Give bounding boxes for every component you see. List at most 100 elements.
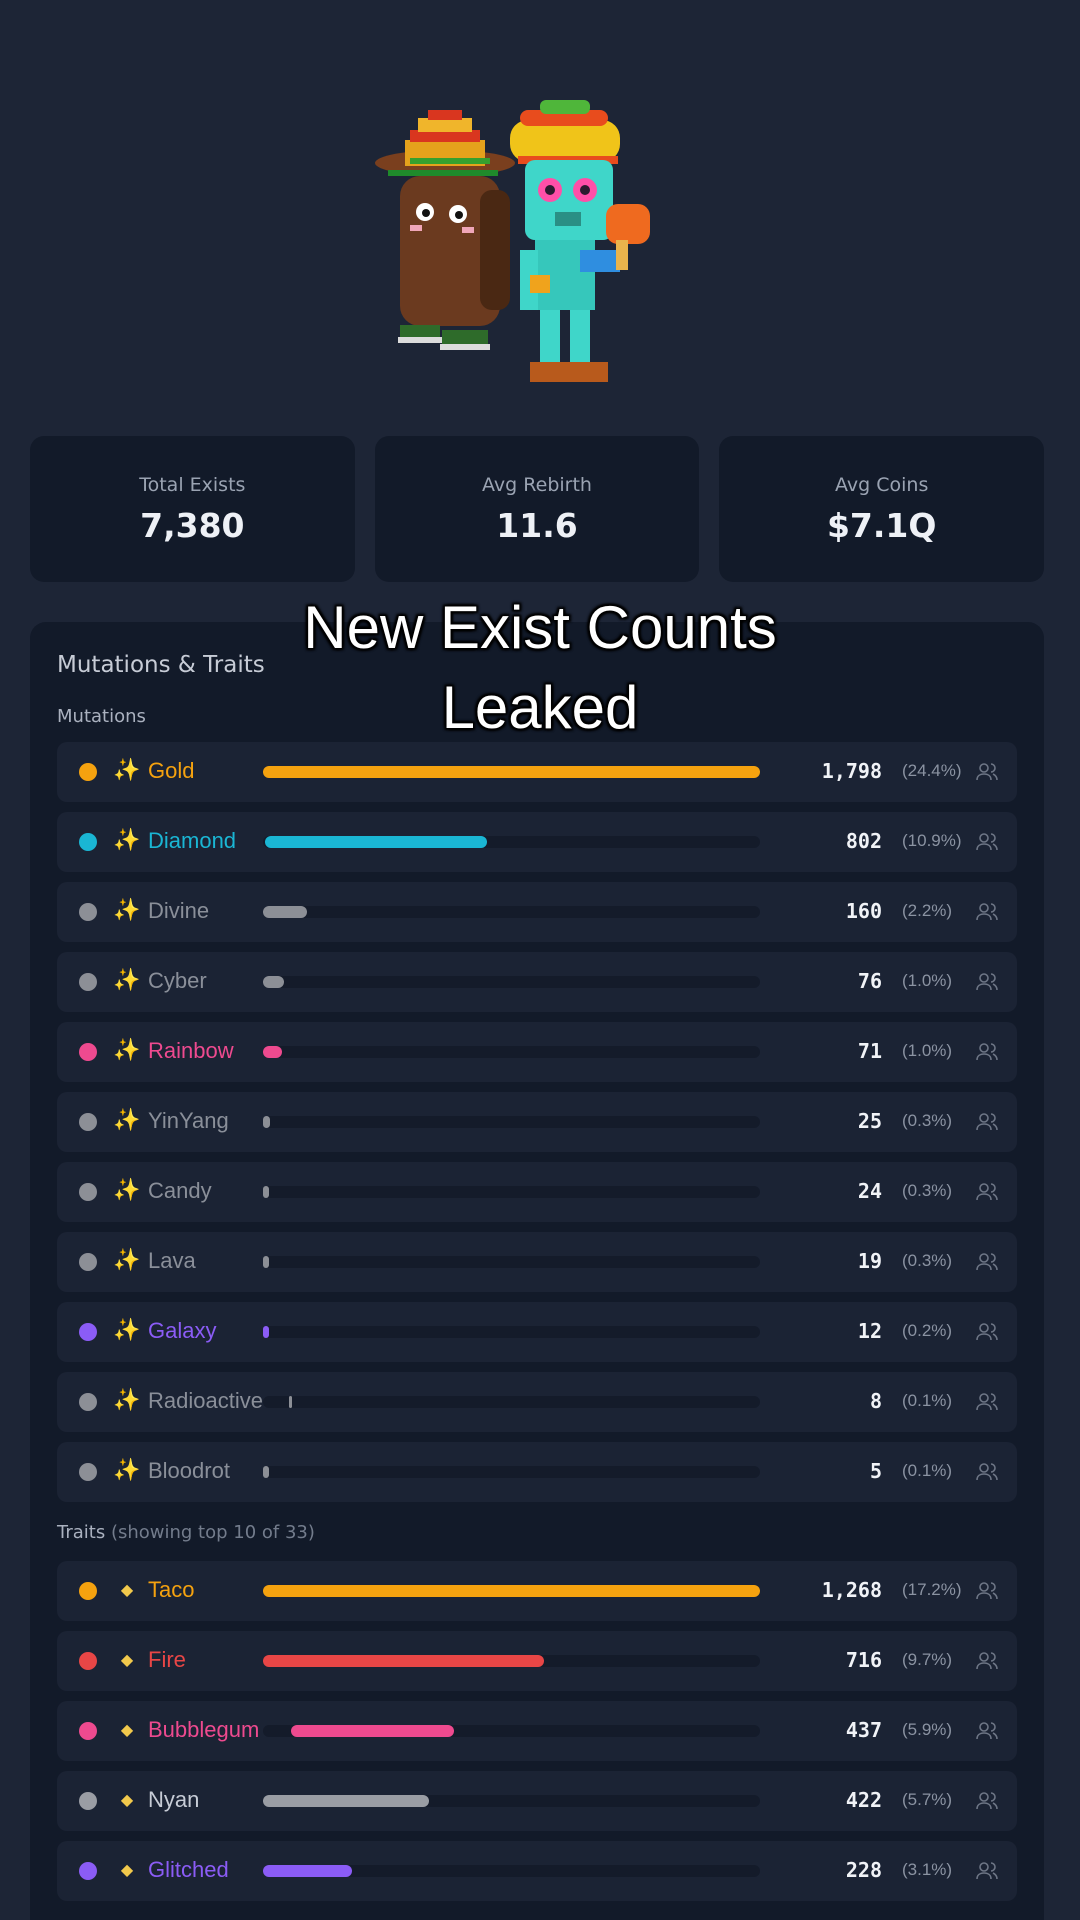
mutations-section-label: Mutations (57, 706, 146, 727)
color-dot (79, 903, 97, 921)
color-dot (79, 1722, 97, 1740)
color-dot (79, 1792, 97, 1810)
mutations-row-radioactive[interactable]: ✨ Radioactive 8 (0.1%) (57, 1372, 1017, 1432)
stat-card-avg-coins: Avg Coins $7.1Q (719, 436, 1045, 582)
color-dot (79, 1323, 97, 1341)
share-bar-track (263, 1795, 760, 1807)
sparkle-icon: ✨ (113, 1388, 141, 1413)
mutations-row-candy[interactable]: ✨ Candy 24 (0.3%) (57, 1162, 1017, 1222)
row-percent: (5.9%) (902, 1720, 953, 1739)
mutations-row-yinyang[interactable]: ✨ YinYang 25 (0.3%) (57, 1092, 1017, 1152)
mutations-row-rainbow[interactable]: ✨ Rainbow 71 (1.0%) (57, 1022, 1017, 1082)
row-label: Nyan (148, 1787, 200, 1812)
row-count: 716 (845, 1648, 882, 1672)
row-count: 25 (857, 1109, 882, 1133)
mutations-row-bloodrot[interactable]: ✨ Bloodrot 5 (0.1%) (57, 1442, 1017, 1502)
color-dot (79, 1183, 97, 1201)
tag-icon: ◆ (120, 1790, 134, 1809)
users-icon[interactable] (975, 830, 999, 854)
creature-character (375, 110, 515, 350)
traits-row-bubblegum[interactable]: ◆ Bubblegum 437 (5.9%) (57, 1701, 1017, 1761)
share-bar-track (263, 1655, 760, 1667)
row-count: 8 (869, 1389, 882, 1413)
users-icon[interactable] (975, 1649, 999, 1673)
mutations-traits-panel: Mutations & Traits Mutations Traits (sho… (30, 622, 1044, 1920)
users-icon[interactable] (975, 970, 999, 994)
mutations-row-cyber[interactable]: ✨ Cyber 76 (1.0%) (57, 952, 1017, 1012)
mutations-row-gold[interactable]: ✨ Gold 1,798 (24.4%) (57, 742, 1017, 802)
color-dot (79, 1253, 97, 1271)
share-bar-track (263, 1256, 760, 1268)
share-bar-track (263, 976, 760, 988)
users-icon[interactable] (975, 1320, 999, 1344)
row-percent: (0.3%) (902, 1181, 953, 1200)
traits-row-fire[interactable]: ◆ Fire 716 (9.7%) (57, 1631, 1017, 1691)
stat-value: $7.1Q (826, 505, 937, 545)
sparkle-icon: ✨ (113, 1248, 141, 1273)
row-label: Cyber (148, 968, 207, 993)
mutations-row-divine[interactable]: ✨ Divine 160 (2.2%) (57, 882, 1017, 942)
users-icon[interactable] (975, 1579, 999, 1603)
users-icon[interactable] (975, 1110, 999, 1134)
stat-value: 7,380 (140, 505, 245, 545)
stat-value: 11.6 (496, 505, 578, 545)
share-bar-track (263, 766, 760, 778)
mutations-row-lava[interactable]: ✨ Lava 19 (0.3%) (57, 1232, 1017, 1292)
share-bar-track (263, 1466, 760, 1478)
users-icon[interactable] (975, 1460, 999, 1484)
row-count: 437 (845, 1718, 882, 1742)
share-bar-track (263, 1186, 760, 1198)
stat-card-total-exists: Total Exists 7,380 (30, 436, 355, 582)
users-icon[interactable] (975, 760, 999, 784)
share-bar-fill (291, 1725, 455, 1737)
row-count: 76 (857, 969, 882, 993)
row-percent: (2.2%) (902, 901, 953, 920)
skeleton-character (510, 100, 650, 382)
row-percent: (10.9%) (902, 831, 962, 850)
row-label: Diamond (148, 828, 237, 853)
users-icon[interactable] (975, 1719, 999, 1743)
share-bar-fill (263, 1466, 269, 1478)
row-percent: (5.7%) (902, 1790, 953, 1809)
video-caption-overlay: New Exist Counts Leaked (0, 588, 1080, 748)
stat-card-avg-rebirth: Avg Rebirth 11.6 (374, 436, 700, 582)
share-bar-track (263, 1585, 760, 1597)
row-label: Lava (148, 1248, 196, 1273)
row-count: 12 (857, 1319, 882, 1343)
row-label: Bubblegum (148, 1717, 260, 1742)
traits-row-nyan[interactable]: ◆ Nyan 422 (5.7%) (57, 1771, 1017, 1831)
row-count: 71 (857, 1039, 882, 1063)
color-dot (79, 1043, 97, 1061)
users-icon[interactable] (975, 1789, 999, 1813)
row-percent: (24.4%) (902, 761, 962, 780)
traits-row-glitched[interactable]: ◆ Glitched 228 (3.1%) (57, 1841, 1017, 1901)
users-icon[interactable] (975, 1040, 999, 1064)
page-title-fragment (525, 0, 555, 8)
share-bar-fill (263, 1326, 269, 1338)
row-percent: (1.0%) (902, 971, 953, 990)
traits-row-taco[interactable]: ◆ Taco 1,268 (17.2%) (57, 1561, 1017, 1621)
row-count: 24 (857, 1179, 882, 1203)
row-count: 422 (845, 1788, 882, 1812)
users-icon[interactable] (975, 1390, 999, 1414)
row-label: Fire (148, 1647, 186, 1672)
mutations-row-galaxy[interactable]: ✨ Galaxy 12 (0.2%) (57, 1302, 1017, 1362)
share-bar-track (263, 836, 760, 848)
tag-icon: ◆ (120, 1580, 134, 1599)
mutations-row-diamond[interactable]: ✨ Diamond 802 (10.9%) (57, 812, 1017, 872)
row-label: Rainbow (148, 1038, 234, 1063)
share-bar-fill (263, 1585, 760, 1597)
sparkle-icon: ✨ (113, 828, 141, 853)
users-icon[interactable] (975, 900, 999, 924)
color-dot (79, 833, 97, 851)
users-icon[interactable] (975, 1250, 999, 1274)
sparkle-icon: ✨ (113, 1458, 141, 1483)
row-count: 1,798 (821, 759, 882, 783)
users-icon[interactable] (975, 1859, 999, 1883)
color-dot (79, 1393, 97, 1411)
users-icon[interactable] (975, 1180, 999, 1204)
row-percent: (17.2%) (902, 1580, 962, 1599)
sparkle-icon: ✨ (113, 1038, 141, 1063)
row-percent: (0.3%) (902, 1251, 953, 1270)
share-bar-fill (263, 1795, 429, 1807)
